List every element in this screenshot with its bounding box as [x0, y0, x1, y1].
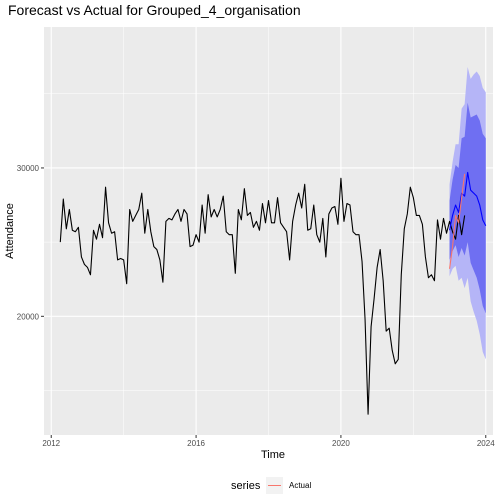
x-axis: 2012 2016 2020 2024: [42, 435, 495, 448]
x-tick-label: 2012: [42, 439, 60, 448]
x-tick-label: 2024: [477, 439, 495, 448]
forecast-line: [449, 171, 487, 231]
forecast-band-80: [449, 102, 486, 314]
chart-title: Forecast vs Actual for Grouped_4_organis…: [8, 2, 301, 18]
y-axis: 20000 30000: [17, 164, 44, 321]
forecast-intervals: [449, 67, 486, 360]
actual-line: [449, 173, 466, 269]
y-tick-label: 20000: [17, 312, 40, 321]
x-tick-label: 2020: [332, 439, 350, 448]
history-line: [59, 177, 466, 415]
y-tick-label: 30000: [17, 164, 40, 173]
legend-title: series: [231, 480, 261, 492]
x-tick-label: 2016: [187, 439, 205, 448]
legend-label-actual: Actual: [289, 481, 311, 490]
y-axis-title: Attendance: [4, 203, 16, 259]
series-lines: [59, 171, 487, 415]
x-axis-title: Time: [261, 449, 285, 461]
legend: series Actual: [231, 477, 311, 494]
